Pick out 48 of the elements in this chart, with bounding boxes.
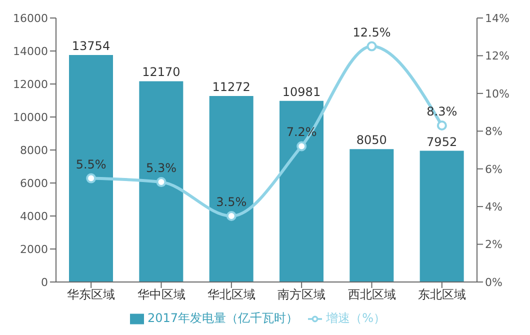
y-tick-label: 16000: [13, 12, 48, 25]
point: [86, 173, 96, 184]
data-label: 5.3%: [146, 161, 176, 176]
bar: [69, 55, 113, 282]
data-label: 13754: [72, 39, 110, 54]
point: [366, 41, 377, 52]
x-tick-label: 华中区域: [137, 288, 186, 302]
y-tick-label: 10000: [13, 110, 48, 124]
y2-tick-label: 12%: [485, 50, 510, 63]
legend-label: 2017年发电量（亿千瓦时）: [148, 311, 298, 325]
y-tick-label: 12000: [13, 78, 48, 91]
point: [226, 211, 236, 221]
point: [436, 120, 447, 130]
bar: [280, 100, 324, 282]
data-label: 8.3%: [426, 104, 458, 118]
bar: [209, 96, 254, 282]
data-label: 10981: [282, 84, 321, 99]
y2-tick-label: 8%: [485, 125, 502, 138]
x-tick-label: 华北区域: [207, 288, 256, 302]
point: [296, 141, 307, 152]
legend-label: 增速（%）: [326, 311, 386, 325]
data-label: 12.5%: [352, 25, 391, 40]
bar: [420, 150, 464, 282]
y-tick-label: 8000: [20, 144, 48, 157]
y2-tick-label: 2%: [485, 238, 502, 252]
data-label: 5.5%: [76, 157, 106, 172]
data-label: 11272: [212, 80, 250, 94]
point: [156, 177, 166, 188]
data-label: 8050: [356, 133, 387, 148]
x-tick-label: 华东区域: [67, 288, 116, 302]
data-label: 12170: [142, 65, 180, 80]
y-tick-label: 4000: [20, 210, 48, 223]
y-tick-label: 14000: [13, 44, 48, 58]
x-tick-label: 西北区域: [348, 288, 396, 302]
y-tick-label: 6000: [20, 176, 48, 190]
y2-tick-label: 4%: [485, 200, 502, 214]
bar: [139, 81, 184, 282]
y2-tick-label: 0%: [485, 276, 502, 289]
data-label: 7952: [426, 134, 458, 149]
x-tick-label: 东北区域: [418, 288, 466, 302]
bar: [350, 149, 394, 282]
y-tick-label: 0: [41, 276, 48, 289]
y2-tick-label: 14%: [485, 12, 510, 25]
y-tick-label: 2000: [20, 242, 48, 256]
y2-tick-label: 10%: [485, 87, 510, 100]
x-tick-label: 南方区域: [278, 288, 326, 302]
y2-tick-label: 6%: [485, 162, 502, 176]
data-label: 3.5%: [216, 195, 247, 209]
